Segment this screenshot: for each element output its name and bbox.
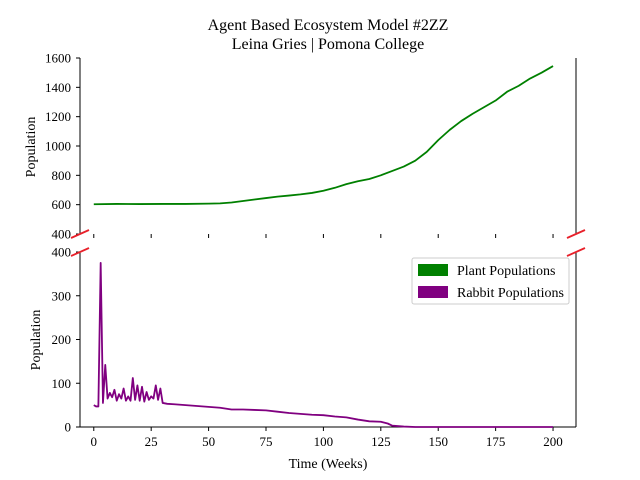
top-panel: 400 600 800 1000 1200 1400 1600 (45, 51, 577, 242)
top-y-tick-label: 600 (52, 197, 72, 212)
x-tick-label: 125 (371, 434, 391, 449)
bottom-y-tick-label: 100 (52, 376, 72, 391)
x-tick-label: 175 (486, 434, 506, 449)
x-tick-label: 50 (202, 434, 215, 449)
chart-subtitle: Leina Gries | Pomona College (232, 36, 425, 53)
chart-title: Agent Based Ecosystem Model #2ZZ (208, 17, 449, 34)
x-tick-label: 100 (314, 434, 334, 449)
series-line-rabbit (93, 262, 554, 428)
bottom-y-tick-label: 0 (65, 420, 72, 435)
x-tick-label: 200 (543, 434, 563, 449)
axis-break-mark (566, 229, 586, 239)
legend-entry-plant: Plant Populations (457, 264, 555, 279)
x-tick-label: 150 (428, 434, 448, 449)
bottom-y-axis-label: Population (29, 310, 44, 371)
bottom-panel: 0 100 200 300 400 0 25 50 75 100 125 150 175 200 (52, 245, 577, 449)
bottom-y-tick-label: 300 (52, 288, 72, 303)
series-line-plant (93, 65, 554, 206)
top-y-tick-label: 400 (52, 227, 72, 242)
legend-swatch-rabbit (418, 286, 448, 298)
x-tick-label: 75 (260, 434, 273, 449)
axis-break-mark (70, 247, 90, 257)
bottom-y-tick-label: 400 (52, 245, 72, 260)
axis-break-marks (70, 229, 586, 257)
legend: Plant Populations Rabbit Populations (411, 257, 570, 305)
top-y-tick-label: 1600 (45, 51, 71, 66)
legend-frame (411, 257, 570, 305)
top-y-tick-label: 1400 (45, 80, 71, 95)
legend-swatch-plant (418, 264, 448, 276)
legend-entry-rabbit: Rabbit Populations (457, 286, 564, 301)
x-tick-label: 0 (91, 434, 98, 449)
axis-break-mark (70, 229, 90, 239)
top-y-tick-label: 1200 (45, 109, 71, 124)
top-y-axis-label: Population (24, 117, 39, 178)
bottom-y-tick-label: 200 (52, 332, 72, 347)
x-tick-label: 25 (145, 434, 158, 449)
top-y-tick-label: 800 (52, 168, 72, 183)
axis-break-mark (566, 247, 586, 257)
top-y-tick-label: 1000 (45, 139, 71, 154)
x-axis-label: Time (Weeks) (289, 457, 368, 472)
